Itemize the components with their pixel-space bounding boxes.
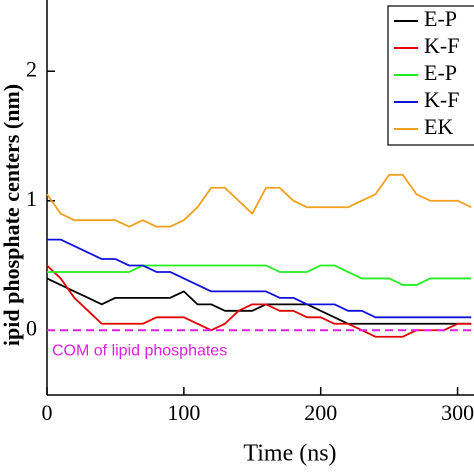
x-tick-label: 300: [441, 400, 474, 425]
legend-label: E-P: [424, 60, 457, 85]
series-line: [46, 264, 472, 338]
x-axis-label: Time (ns): [243, 441, 336, 467]
y-tick-label: 1: [26, 186, 37, 211]
y-axis-label: ipid phosphate centers (nm): [0, 84, 24, 346]
y-tick-label: 2: [26, 56, 37, 81]
legend-label: K-F: [424, 87, 459, 112]
series-line: [47, 264, 472, 286]
series-line: [46, 173, 472, 228]
series-line: [47, 238, 472, 319]
legend-label: EK: [424, 114, 453, 139]
x-tick-label: 0: [42, 400, 53, 425]
y-tick-label: 0: [26, 315, 37, 340]
annotation: COM of lipid phosphates: [52, 342, 227, 359]
legend-label: E-P: [424, 6, 457, 31]
series-line: [46, 277, 472, 325]
x-tick-label: 200: [304, 400, 337, 425]
legend-label: K-F: [424, 33, 459, 58]
x-tick-label: 100: [167, 400, 200, 425]
